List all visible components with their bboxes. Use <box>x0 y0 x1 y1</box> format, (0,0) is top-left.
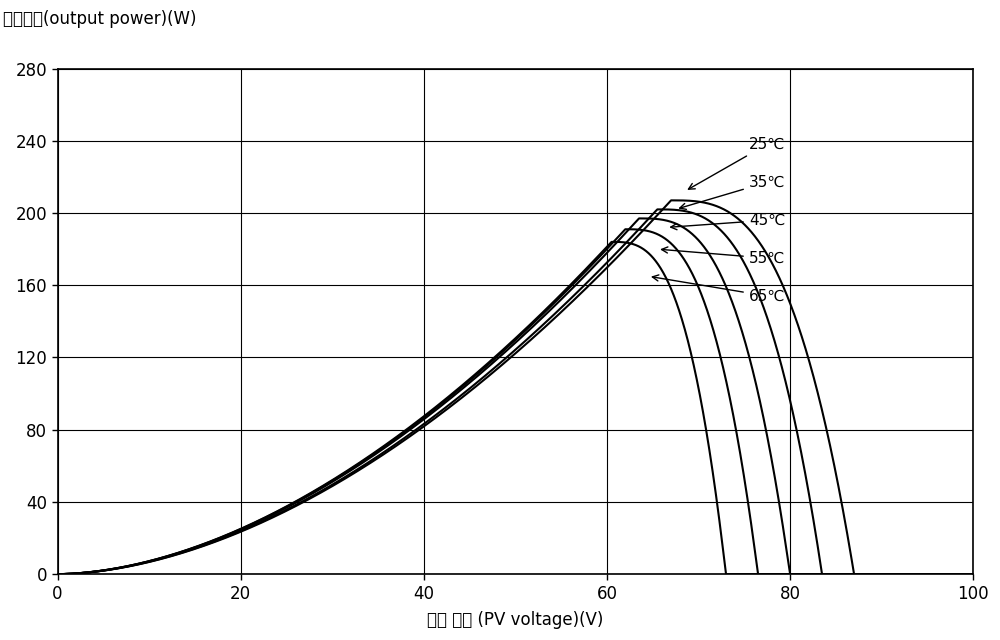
Text: 35℃: 35℃ <box>680 175 785 209</box>
Text: 25℃: 25℃ <box>688 137 785 189</box>
Text: 65℃: 65℃ <box>652 275 785 303</box>
Text: 45℃: 45℃ <box>671 212 785 230</box>
Text: 输出功率(output power)(W): 输出功率(output power)(W) <box>3 10 196 28</box>
Text: 55℃: 55℃ <box>662 247 785 266</box>
X-axis label: 光伏 电压 (PV voltage)(V): 光伏 电压 (PV voltage)(V) <box>427 611 604 629</box>
